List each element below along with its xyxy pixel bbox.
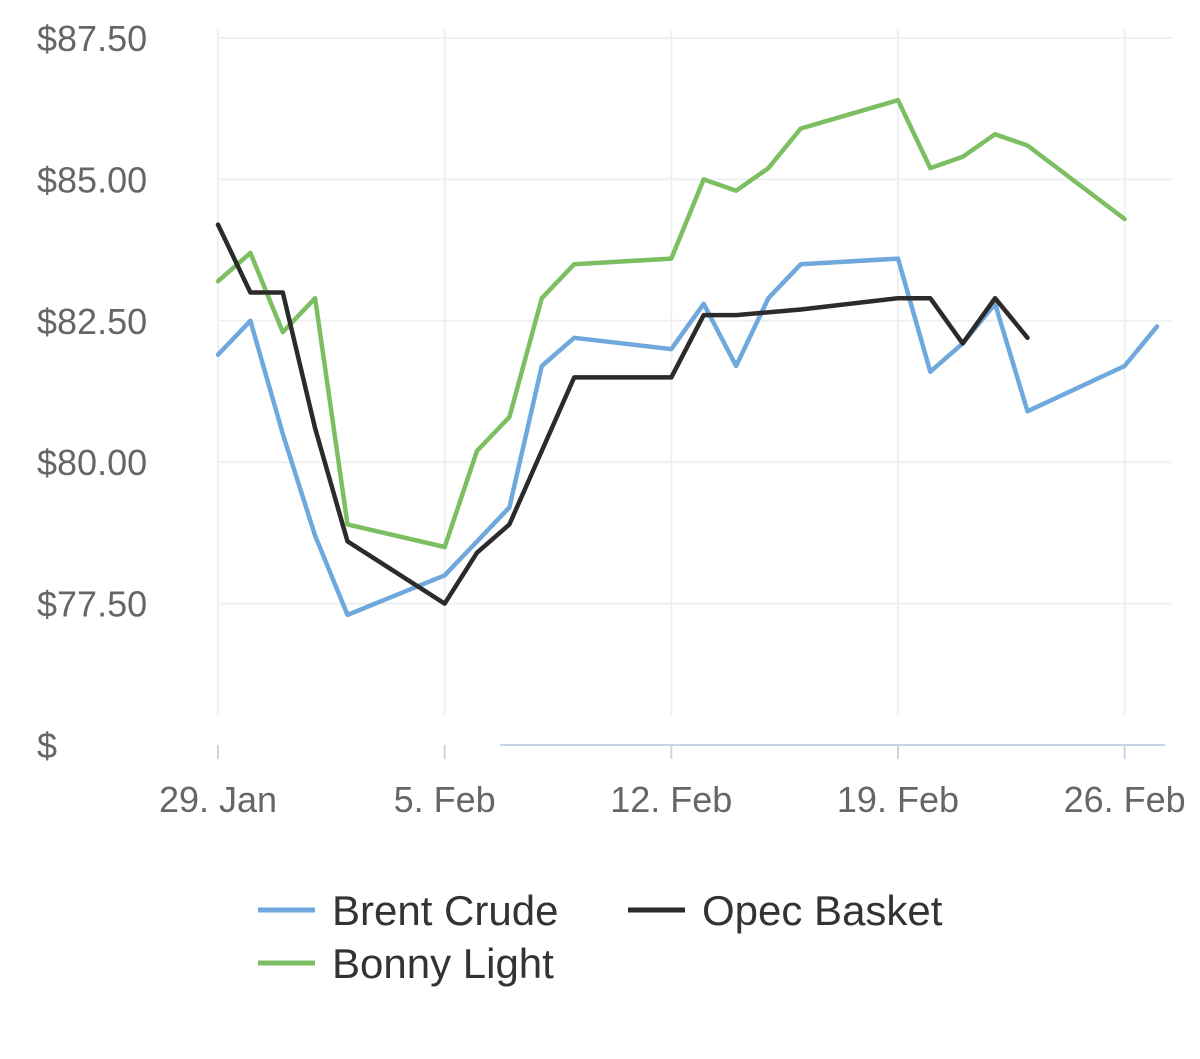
y-tick-label: $85.00 — [37, 159, 147, 200]
legend[interactable]: Brent Crude Opec Basket Bonny Light — [258, 887, 943, 987]
y-tick-label: $77.50 — [37, 584, 147, 625]
y-axis-labels: $87.50 $85.00 $82.50 $80.00 $77.50 $ — [37, 18, 147, 766]
series-line-opec-basket — [215, 222, 1030, 606]
grid-lines — [217, 30, 1172, 759]
y-tick-label: $80.00 — [37, 442, 147, 483]
legend-label: Bonny Light — [332, 940, 554, 987]
y-tick-label: $ — [37, 725, 57, 766]
y-tick-label: $82.50 — [37, 301, 147, 342]
y-tick-label: $87.50 — [37, 18, 147, 59]
legend-label: Opec Basket — [702, 887, 943, 934]
x-tick-label: 29. Jan — [159, 779, 277, 820]
series-lines — [215, 97, 1160, 618]
x-tick-label: 19. Feb — [837, 779, 959, 820]
legend-item-brent-crude[interactable]: Brent Crude — [258, 887, 558, 934]
x-tick-label: 12. Feb — [610, 779, 732, 820]
series-line-brent-crude — [215, 256, 1160, 618]
legend-item-opec-basket[interactable]: Opec Basket — [628, 887, 943, 934]
legend-item-bonny-light[interactable]: Bonny Light — [258, 940, 554, 987]
x-axis-labels: 29. Jan 5. Feb 12. Feb 19. Feb 26. Feb — [159, 779, 1186, 820]
x-tick-label: 26. Feb — [1064, 779, 1186, 820]
legend-label: Brent Crude — [332, 887, 558, 934]
x-tick-label: 5. Feb — [394, 779, 496, 820]
series-line-bonny-light — [215, 97, 1127, 550]
